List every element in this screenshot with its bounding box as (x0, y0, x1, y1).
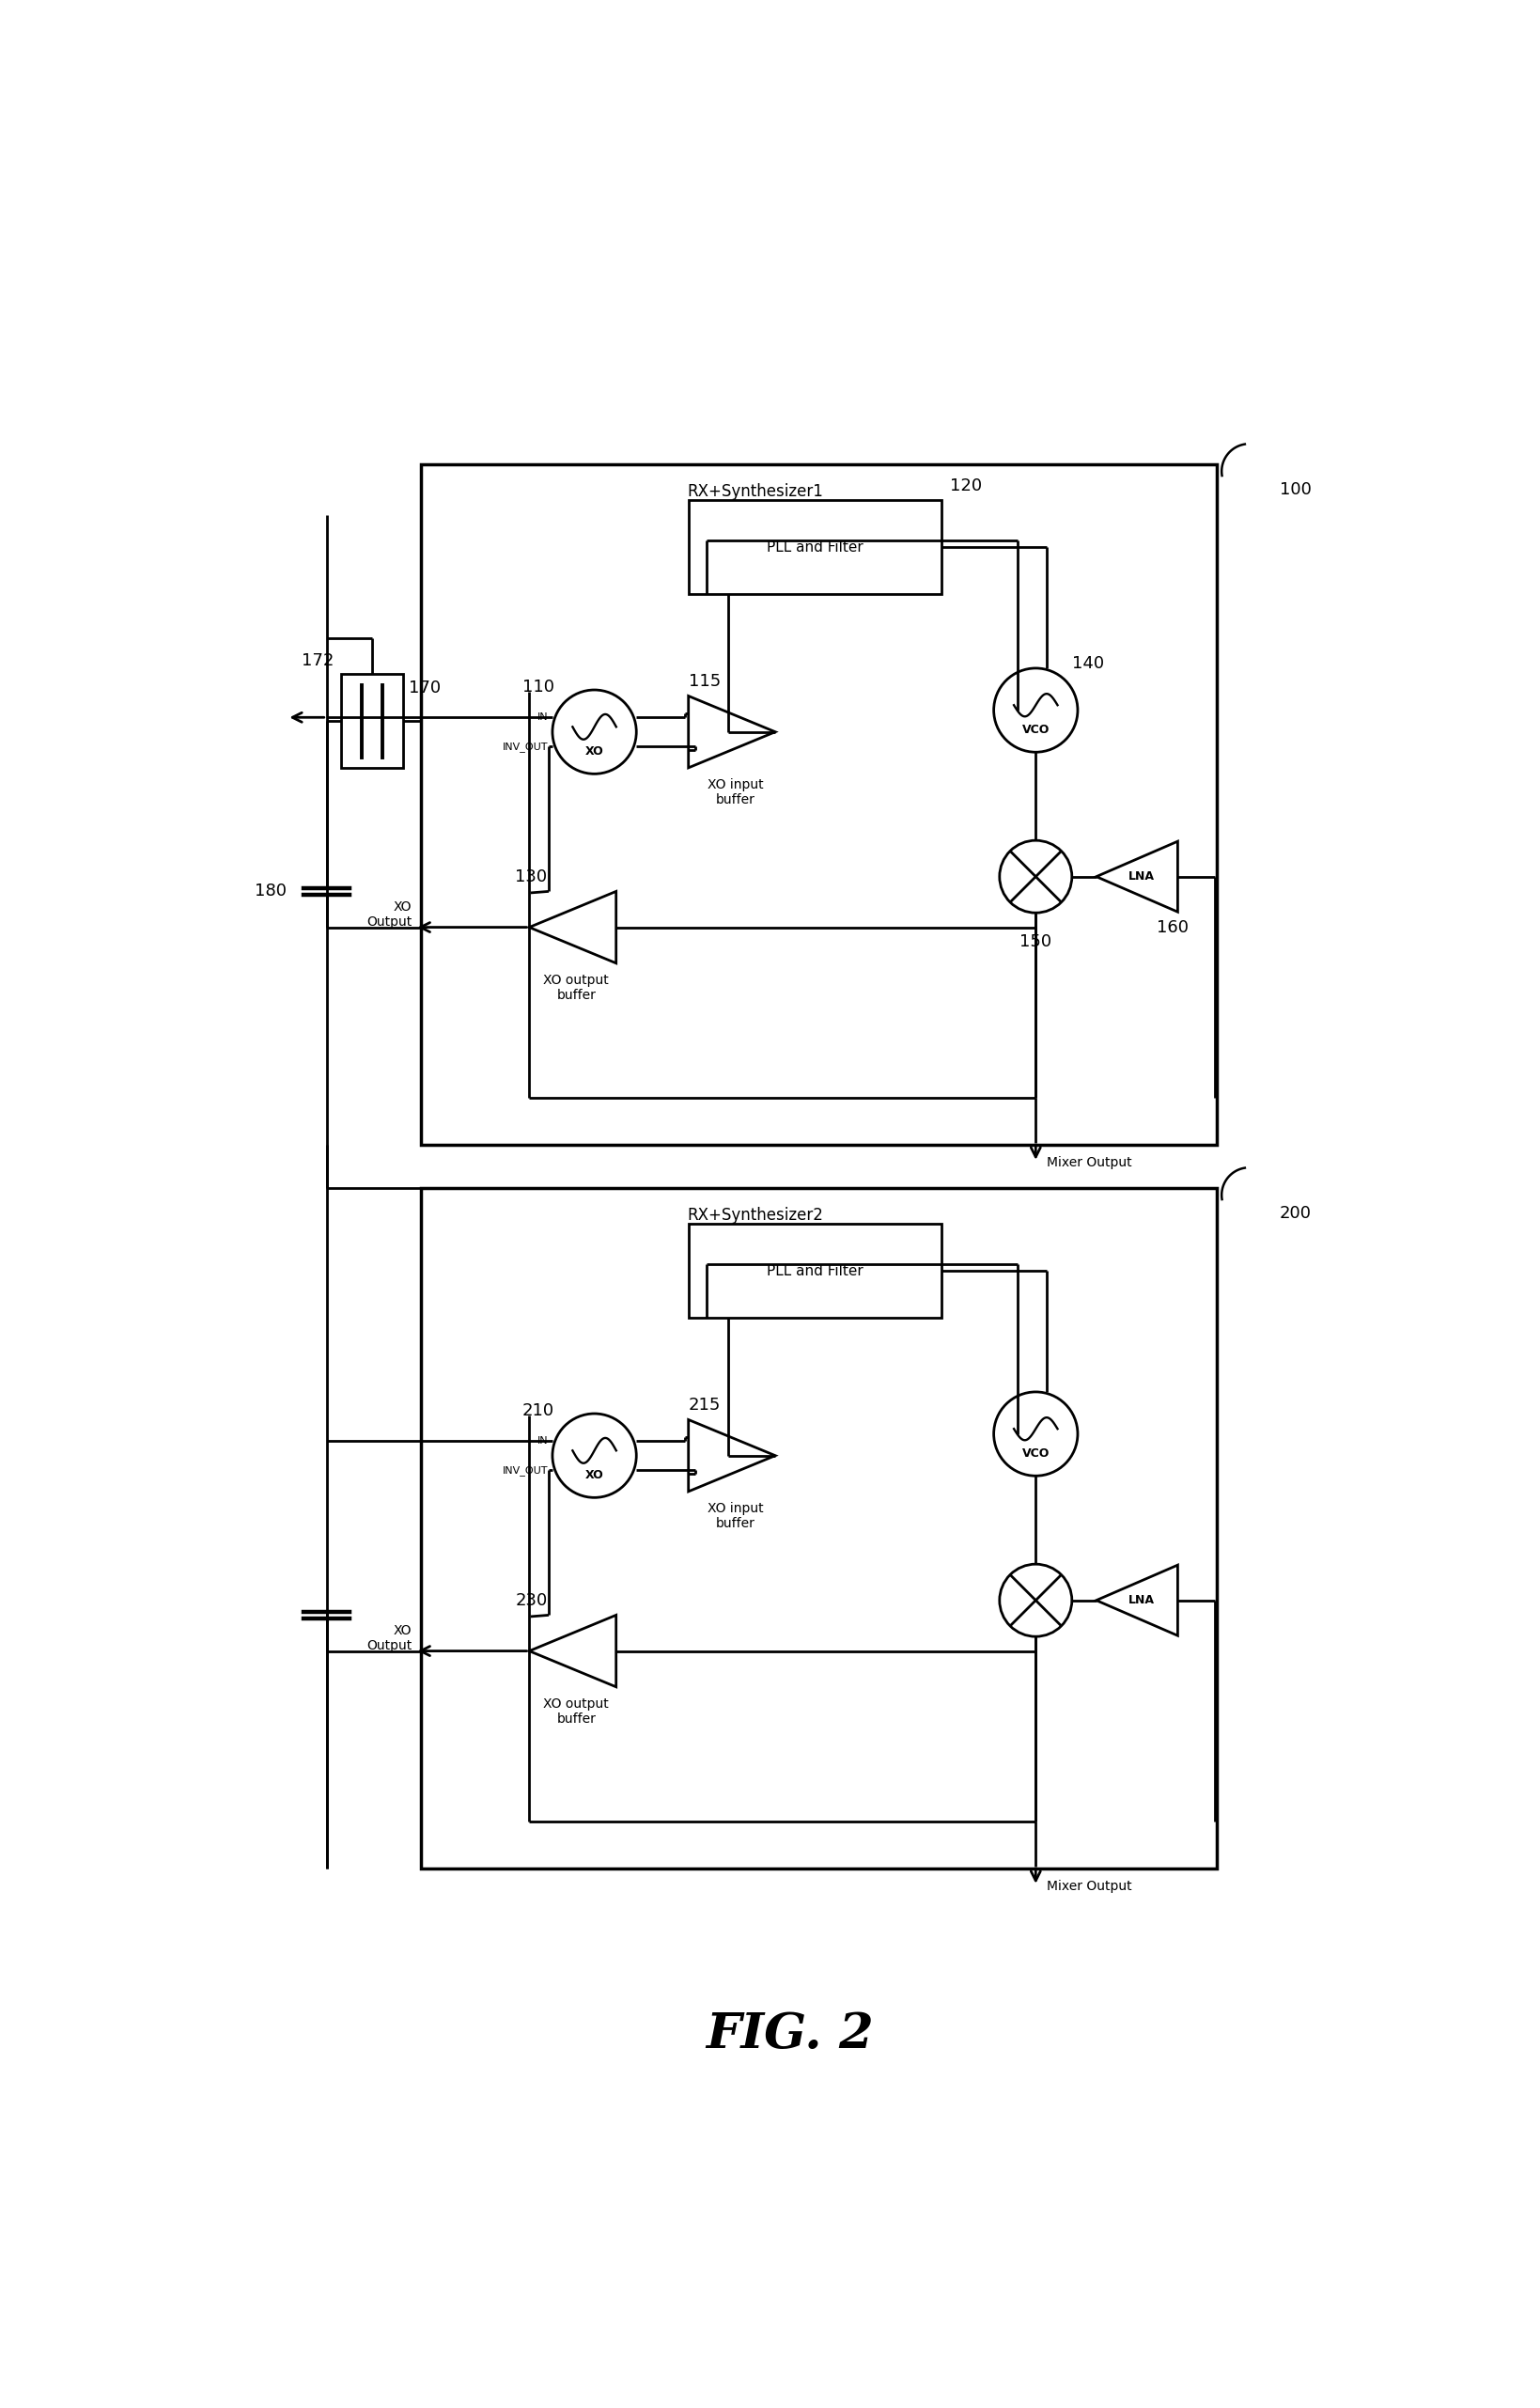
Text: XO input
buffer: XO input buffer (707, 778, 762, 807)
Text: 200: 200 (1278, 1204, 1311, 1221)
Bar (688, 1223, 941, 1317)
Text: XO: XO (585, 744, 604, 756)
Text: XO input
buffer: XO input buffer (707, 1503, 762, 1531)
Text: XO
Output: XO Output (367, 901, 411, 929)
Text: 130: 130 (514, 869, 547, 886)
Text: 170: 170 (408, 679, 440, 696)
Text: RX+Synthesizer1: RX+Synthesizer1 (687, 484, 822, 501)
Text: VCO: VCO (1021, 1447, 1049, 1459)
Text: 120: 120 (950, 477, 983, 494)
Text: 115: 115 (688, 674, 721, 691)
Text: 215: 215 (688, 1397, 721, 1413)
Text: 150: 150 (1019, 932, 1052, 951)
Text: 180: 180 (254, 884, 286, 901)
Text: XO output
buffer: XO output buffer (544, 973, 608, 1002)
Text: 210: 210 (522, 1401, 554, 1418)
Text: INV_OUT: INV_OUT (502, 1464, 548, 1476)
Text: Mixer Output: Mixer Output (1046, 1156, 1130, 1168)
Text: Mixer Output: Mixer Output (1046, 1881, 1130, 1893)
Text: IN: IN (537, 713, 548, 722)
Text: XO: XO (585, 1469, 604, 1481)
Text: 140: 140 (1072, 655, 1103, 672)
Bar (420, 1187, 1217, 1869)
Text: INV_OUT: INV_OUT (502, 742, 548, 751)
Bar (340, 674, 402, 768)
Text: LNA: LNA (1127, 1594, 1153, 1606)
Text: 110: 110 (522, 679, 554, 696)
Text: FIG. 2: FIG. 2 (705, 2011, 873, 2059)
Text: RX+Synthesizer2: RX+Synthesizer2 (687, 1206, 822, 1223)
Bar (688, 501, 941, 595)
Text: 100: 100 (1278, 482, 1311, 498)
Text: VCO: VCO (1021, 722, 1049, 734)
Text: PLL and Filter: PLL and Filter (767, 539, 862, 554)
Bar (420, 465, 1217, 1144)
Text: PLL and Filter: PLL and Filter (767, 1264, 862, 1279)
Text: XO
Output: XO Output (367, 1623, 411, 1652)
Text: 172: 172 (302, 653, 334, 669)
Text: XO output
buffer: XO output buffer (544, 1698, 608, 1727)
Text: LNA: LNA (1127, 872, 1153, 884)
Text: 160: 160 (1155, 920, 1187, 937)
Text: IN: IN (537, 1438, 548, 1445)
Text: 230: 230 (514, 1592, 547, 1609)
